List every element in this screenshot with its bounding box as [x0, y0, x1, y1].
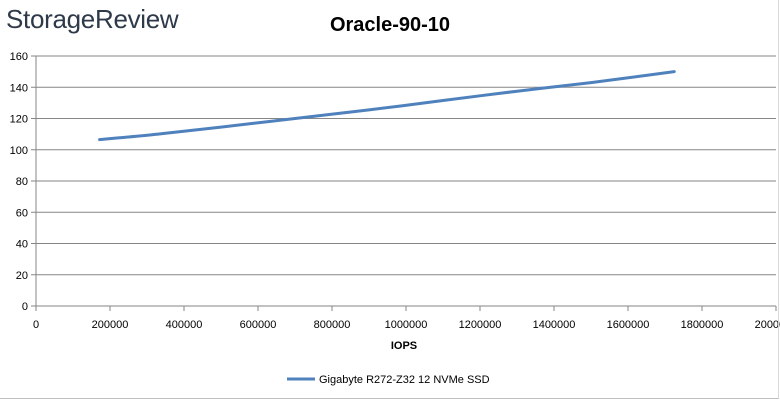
- y-tick-label: 80: [16, 176, 28, 188]
- series-line: [98, 70, 676, 142]
- y-tick-label: 0: [22, 301, 28, 313]
- x-tick-label: 1600000: [607, 319, 650, 331]
- y-tick-label: 160: [10, 51, 28, 63]
- x-tick-label: 1000000: [385, 319, 428, 331]
- y-tick-label: 40: [16, 239, 28, 251]
- x-tick-label: 1800000: [681, 319, 724, 331]
- y-tick-label: 120: [10, 114, 28, 126]
- x-tick-label: 1400000: [533, 319, 576, 331]
- x-tick-label: 1200000: [459, 319, 502, 331]
- x-tick-label: 800000: [314, 319, 351, 331]
- chart-title: Oracle-90-10: [329, 14, 451, 36]
- y-tick-label: 20: [16, 270, 28, 282]
- legend-label: Gigabyte R272-Z32 12 NVMe SSD: [319, 374, 490, 386]
- x-tick-label: 200000: [92, 319, 129, 331]
- y-tick-label: 140: [10, 82, 28, 94]
- x-tick-label: 600000: [240, 319, 277, 331]
- y-tick-label: 60: [16, 207, 28, 219]
- x-tick-label: 400000: [166, 319, 203, 331]
- x-axis-label: IOPS: [391, 340, 417, 352]
- y-tick-label: 100: [10, 145, 28, 157]
- storagereview-logo: StorageReview: [6, 4, 179, 34]
- x-tick-label: 0: [33, 319, 39, 331]
- x-tick-label: 2000000: [755, 319, 780, 331]
